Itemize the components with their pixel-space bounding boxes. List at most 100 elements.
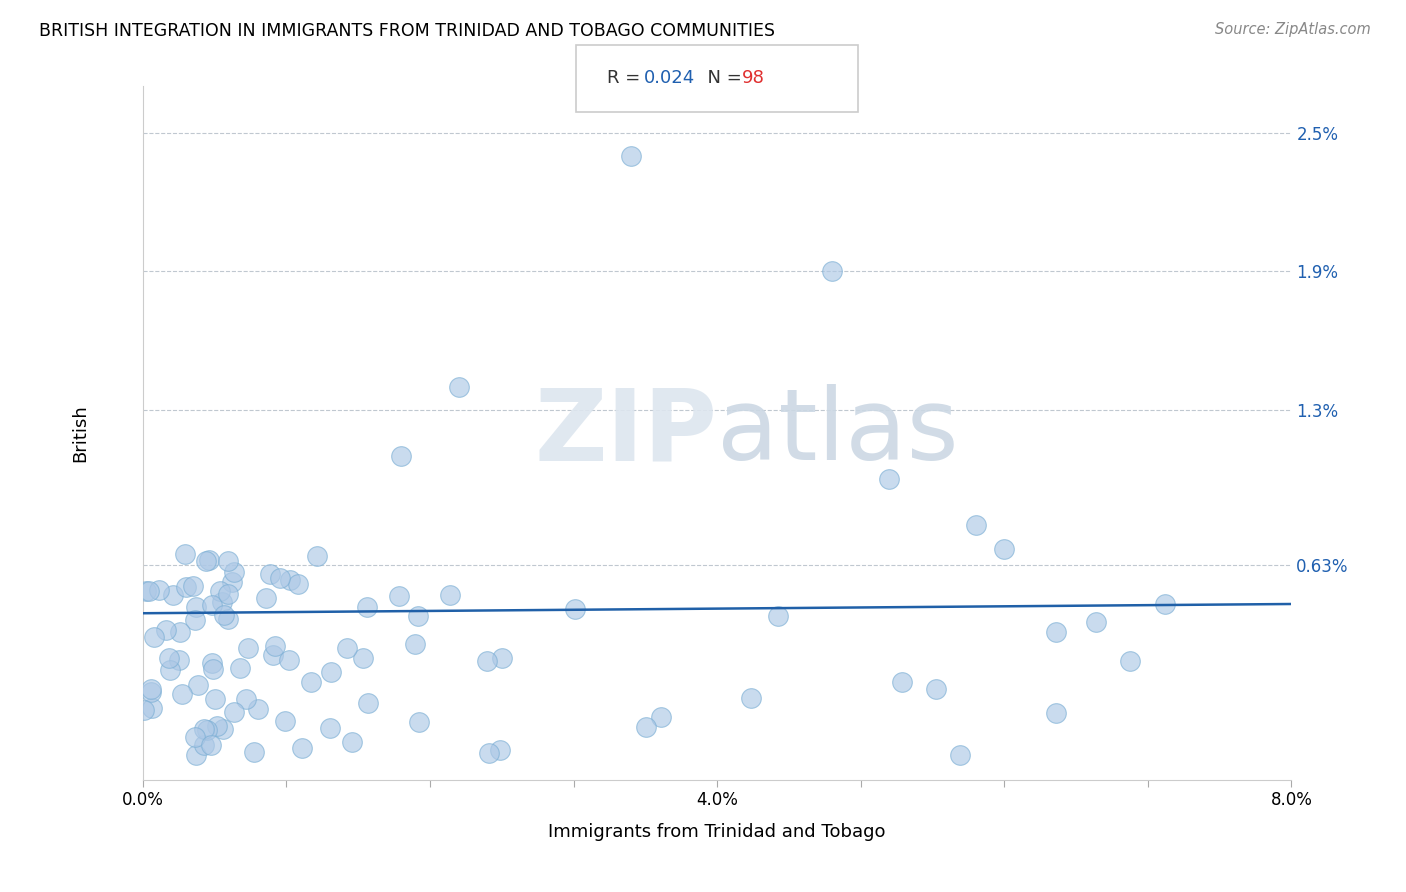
Point [222, 565, 245, 579]
Point [259, 567, 281, 582]
Point [169, 624, 191, 639]
Point [142, 630, 165, 644]
Point [1085, 615, 1108, 629]
Point [207, 719, 229, 733]
Point [319, 665, 342, 680]
Point [204, 692, 226, 706]
Point [475, 654, 498, 668]
Point [291, 741, 314, 756]
Point [212, 608, 235, 623]
Point [491, 651, 513, 665]
Point [211, 723, 233, 737]
Point [273, 714, 295, 729]
Point [201, 598, 224, 612]
Point [634, 720, 657, 734]
Point [319, 721, 342, 735]
Text: ZIP: ZIP [534, 384, 717, 482]
Point [235, 692, 257, 706]
Point [135, 583, 157, 598]
Point [134, 703, 156, 717]
Point [217, 587, 239, 601]
Text: atlas: atlas [717, 384, 959, 482]
Point [357, 696, 380, 710]
Text: BRITISH INTEGRATION IN IMMIGRANTS FROM TRINIDAD AND TOBAGO COMMUNITIES: BRITISH INTEGRATION IN IMMIGRANTS FROM T… [39, 22, 775, 40]
Point [222, 705, 245, 719]
Point [209, 583, 232, 598]
Point [262, 648, 284, 663]
Point [201, 657, 224, 671]
Point [305, 549, 328, 563]
Point [202, 662, 225, 676]
Text: N =: N = [696, 69, 748, 87]
Point [993, 541, 1015, 556]
Point [740, 691, 762, 706]
Point [404, 637, 426, 651]
Point [243, 745, 266, 759]
Point [186, 600, 208, 615]
Point [162, 588, 184, 602]
Point [187, 678, 209, 692]
Point [138, 583, 160, 598]
Point [620, 149, 643, 163]
Text: 0.024: 0.024 [644, 69, 695, 87]
Point [221, 574, 243, 589]
Point [198, 553, 221, 567]
Point [263, 639, 285, 653]
Text: 98: 98 [742, 69, 765, 87]
Point [167, 653, 190, 667]
Point [949, 747, 972, 762]
Point [439, 588, 461, 602]
Point [139, 681, 162, 696]
Point [184, 747, 207, 762]
Point [193, 722, 215, 736]
Point [1045, 706, 1067, 720]
Point [406, 609, 429, 624]
Point [489, 742, 512, 756]
X-axis label: Immigrants from Trinidad and Tobago: Immigrants from Trinidad and Tobago [548, 823, 886, 841]
Point [478, 746, 501, 760]
Point [1154, 598, 1177, 612]
Point [336, 640, 359, 655]
Point [389, 449, 412, 463]
Y-axis label: British: British [72, 404, 89, 462]
Point [141, 685, 163, 699]
Point [352, 651, 374, 665]
Point [217, 612, 239, 626]
Point [890, 675, 912, 690]
Point [181, 579, 204, 593]
Point [174, 547, 197, 561]
Point [925, 681, 948, 696]
Point [229, 660, 252, 674]
Point [159, 663, 181, 677]
Point [194, 554, 217, 568]
Text: Source: ZipAtlas.com: Source: ZipAtlas.com [1215, 22, 1371, 37]
Point [408, 715, 430, 730]
Point [299, 675, 322, 690]
Point [447, 380, 470, 394]
Point [879, 472, 901, 486]
Point [174, 581, 197, 595]
Point [1119, 654, 1142, 668]
Point [195, 723, 218, 737]
Point [280, 573, 302, 587]
Point [650, 710, 672, 724]
Point [387, 589, 409, 603]
Point [277, 653, 299, 667]
Point [766, 609, 789, 624]
Point [965, 518, 987, 533]
Text: R =: R = [607, 69, 647, 87]
Point [287, 577, 309, 591]
Point [217, 554, 239, 568]
Point [155, 623, 177, 637]
Point [269, 571, 291, 585]
Point [141, 700, 163, 714]
Point [247, 701, 270, 715]
Point [200, 738, 222, 752]
Point [340, 735, 363, 749]
Point [193, 738, 215, 752]
Point [821, 264, 844, 278]
Point [170, 687, 193, 701]
Point [211, 595, 233, 609]
Point [254, 591, 277, 606]
Point [148, 582, 170, 597]
